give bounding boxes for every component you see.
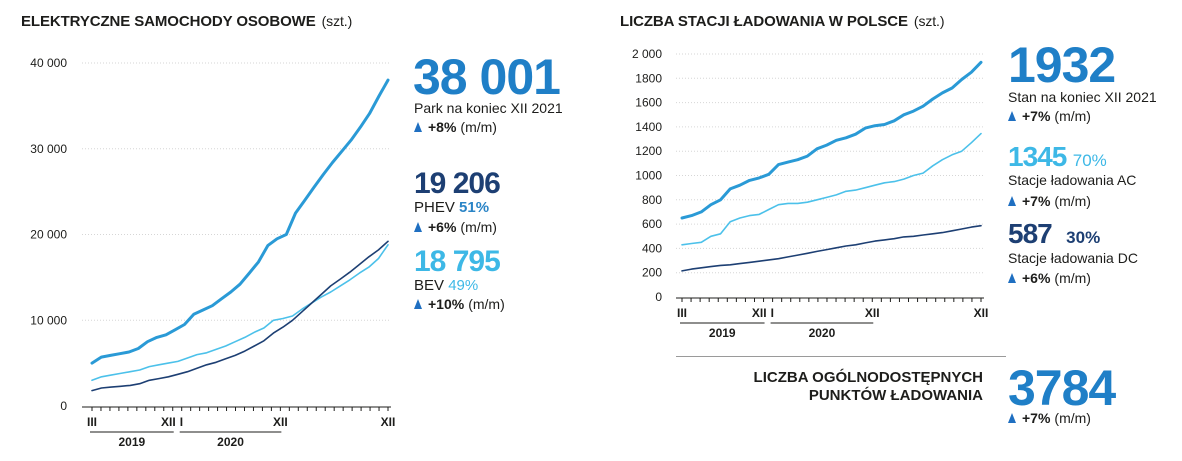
right-x-month-label: III	[677, 306, 687, 320]
left-x-month-label: XII	[273, 415, 288, 429]
right-ytick-label: 800	[642, 193, 662, 207]
ac-value: 1345	[1008, 141, 1067, 172]
left-x-month-label: III	[87, 415, 97, 429]
left-total-change-value: +8%	[428, 119, 457, 135]
left-chart-title: ELEKTRYCZNE SAMOCHODY OSOBOWE (szt.)	[21, 13, 352, 30]
left-ytick-label: 10 000	[30, 313, 67, 327]
right-title-text: LICZBA STACJI ŁADOWANIA W POLSCE	[620, 13, 908, 30]
left-title-text: ELEKTRYCZNE SAMOCHODY OSOBOWE	[21, 13, 316, 30]
bev-label-row: BEV 49%	[414, 277, 478, 294]
left-ytick-label: 0	[60, 399, 67, 413]
charging-points-label: LICZBA OGÓLNODOSTĘPNYCH PUNKTÓW ŁADOWANI…	[700, 369, 983, 405]
left-series-line-2	[91, 244, 389, 382]
up-triangle-icon	[1008, 111, 1016, 121]
left-total-value: 38 001	[413, 49, 561, 105]
right-ytick-label: 1200	[635, 144, 662, 158]
charging-points-change: +7% (m/m)	[1008, 410, 1091, 426]
phev-change-unit: (m/m)	[460, 219, 497, 235]
charging-points-change-unit: (m/m)	[1054, 410, 1091, 426]
dc-share: 30%	[1066, 228, 1101, 247]
dc-change-value: +6%	[1022, 270, 1051, 286]
charging-points-label-line2: PUNKTÓW ŁADOWANIA	[808, 387, 983, 404]
left-series-line-1	[90, 78, 390, 365]
up-triangle-icon	[1008, 196, 1016, 206]
dc-value-row: 587 30%	[1008, 220, 1100, 248]
ac-label: Stacje ładowania AC	[1008, 172, 1137, 188]
up-triangle-icon	[414, 222, 422, 232]
phev-change-value: +6%	[428, 219, 457, 235]
right-x-month-label: XII	[865, 306, 880, 320]
right-ytick-label: 200	[642, 266, 662, 280]
right-x-month-label: XII	[752, 306, 767, 320]
bev-change-unit: (m/m)	[468, 296, 505, 312]
left-series-line-3	[91, 240, 389, 392]
right-ytick-label: 1400	[635, 120, 662, 134]
right-total-change: +7% (m/m)	[1008, 108, 1091, 124]
bev-share: 49%	[448, 277, 479, 294]
left-total-change-unit: (m/m)	[460, 119, 497, 135]
right-chart-title: LICZBA STACJI ŁADOWANIA W POLSCE (szt.)	[620, 13, 945, 30]
ac-change-unit: (m/m)	[1054, 193, 1091, 209]
right-x-month-label: I	[771, 306, 774, 320]
right-x-year-label: 2019	[709, 326, 736, 340]
right-ytick-label: 600	[642, 217, 662, 231]
right-ytick-label: 2 000	[632, 47, 662, 61]
phev-value: 19 206	[414, 167, 501, 200]
left-x-month-label: XII	[161, 415, 176, 429]
right-series-line-1	[680, 60, 983, 220]
dc-label: Stacje ładowania DC	[1008, 250, 1138, 266]
left-ytick-label: 20 000	[30, 228, 67, 242]
right-total-label: Stan na koniec XII 2021	[1008, 89, 1157, 105]
charging-points-value: 3784	[1008, 360, 1116, 416]
right-ytick-label: 1000	[635, 169, 662, 183]
phev-change: +6% (m/m)	[414, 219, 497, 235]
bev-change: +10% (m/m)	[414, 296, 505, 312]
left-ytick-label: 30 000	[30, 142, 67, 156]
up-triangle-icon	[414, 122, 422, 132]
right-total-change-value: +7%	[1022, 108, 1051, 124]
phev-label-row: PHEV 51%	[414, 199, 489, 216]
left-x-month-label: XII	[381, 415, 396, 429]
right-series-line-3	[681, 224, 982, 272]
left-x-year-label: 2019	[119, 435, 146, 449]
right-total-change-unit: (m/m)	[1054, 108, 1091, 124]
left-title-unit: (szt.)	[321, 13, 353, 29]
bev-value: 18 795	[414, 245, 501, 278]
dc-change: +6% (m/m)	[1008, 270, 1091, 286]
phev-share: 51%	[459, 199, 490, 216]
ac-change-value: +7%	[1022, 193, 1051, 209]
dc-value: 587	[1008, 218, 1053, 249]
up-triangle-icon	[1008, 273, 1016, 283]
up-triangle-icon	[414, 299, 422, 309]
right-ytick-label: 400	[642, 241, 662, 255]
ac-value-row: 1345 70%	[1008, 143, 1107, 171]
dc-change-unit: (m/m)	[1054, 270, 1091, 286]
left-total-label: Park na koniec XII 2021	[414, 100, 563, 116]
right-ytick-label: 0	[655, 290, 662, 304]
right-title-unit: (szt.)	[913, 13, 945, 29]
left-total-change: +8% (m/m)	[414, 119, 497, 135]
up-triangle-icon	[1008, 413, 1016, 423]
right-series-line-2	[681, 132, 982, 246]
bev-change-value: +10%	[428, 296, 465, 312]
phev-label: PHEV	[414, 199, 455, 216]
charging-points-label-line1: LICZBA OGÓLNODOSTĘPNYCH	[753, 369, 983, 386]
left-x-year-label: 2020	[217, 435, 244, 449]
ac-share: 70%	[1072, 151, 1107, 170]
left-line-chart: 0 10 000 20 000 30 000 40 000 III XII I XII XII 20…	[30, 56, 396, 449]
ac-change: +7% (m/m)	[1008, 193, 1091, 209]
right-x-month-label: XII	[974, 306, 989, 320]
section-divider	[676, 356, 1006, 357]
right-ytick-label: 1800	[635, 71, 662, 85]
right-ytick-label: 1600	[635, 96, 662, 110]
bev-label: BEV	[414, 277, 445, 294]
charging-points-change-value: +7%	[1022, 410, 1051, 426]
right-total-value: 1932	[1008, 37, 1116, 93]
right-x-year-label: 2020	[809, 326, 836, 340]
left-x-month-label: I	[180, 415, 183, 429]
left-ytick-label: 40 000	[30, 56, 67, 70]
